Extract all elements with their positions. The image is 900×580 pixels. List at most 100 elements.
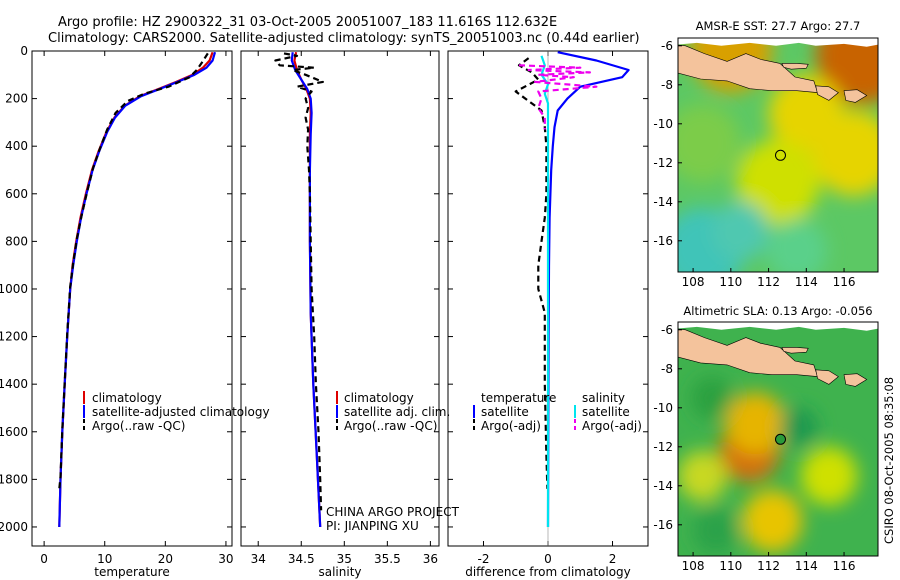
map-field xyxy=(678,38,878,272)
map-x-tick-label: 108 xyxy=(682,559,705,573)
x-tick-label: -2 xyxy=(477,552,489,566)
map-patch xyxy=(725,392,786,455)
legend-title-temperature: temperature xyxy=(481,391,556,405)
temperature-legend: climatology satellite-adjusted climatolo… xyxy=(83,391,270,433)
map-y-tick-label: -16 xyxy=(653,518,673,532)
y-tick-label: 2000 xyxy=(0,520,28,534)
salinity-panel: 34 34.5 35 35.5 36 salinity xyxy=(240,50,440,579)
legend-label-argo: Argo(..raw -QC) xyxy=(92,419,185,433)
map-y-tick-label: -8 xyxy=(661,362,673,376)
x-tick-label: 34.5 xyxy=(288,552,315,566)
map-y-tick-label: -14 xyxy=(653,479,673,493)
map-y-tick-label: -10 xyxy=(653,401,673,415)
y-tick-label: 0 xyxy=(20,44,28,58)
map-x-tick-label: 116 xyxy=(833,559,856,573)
argo-float-marker xyxy=(774,433,786,445)
csiro-credit: CSIRO 08-Oct-2005 08:35:08 xyxy=(882,377,896,544)
map-patch xyxy=(800,446,858,506)
map-y-tick-label: -12 xyxy=(653,440,673,454)
map-patch xyxy=(678,450,728,502)
map-y-tick-label: -12 xyxy=(653,156,673,170)
lombok-island xyxy=(843,89,868,103)
map-patch xyxy=(691,376,733,420)
madura-island xyxy=(781,63,809,70)
difference-legend: temperature salinity satellite Argo(-adj… xyxy=(473,391,642,433)
series-line-temperature-argo-adj- xyxy=(514,57,549,489)
map-x-tick-label: 114 xyxy=(795,559,818,573)
x-tick-label: 10 xyxy=(97,552,112,566)
plot-frame xyxy=(31,50,233,547)
map-patch xyxy=(693,507,739,555)
legend-label-satellite-adjusted: satellite-adjusted climatology xyxy=(92,405,270,419)
sst-map: 108 110 112 114 116 -6 -8 -10 -12 -14 -16 xyxy=(653,37,879,289)
x-tick-label: 35 xyxy=(337,552,352,566)
map-patch xyxy=(766,219,828,272)
legend-label-sal-satellite: satellite xyxy=(582,405,630,419)
map-frame xyxy=(677,321,879,557)
map-y-tick-label: -16 xyxy=(653,234,673,248)
x-tick-label: 36 xyxy=(423,552,438,566)
legend-label-temp-argo: Argo(-adj) xyxy=(481,419,541,433)
y-tick-label: 200 xyxy=(5,92,28,106)
y-tick-label: 1400 xyxy=(0,377,28,391)
x-tick-label: 30 xyxy=(218,552,233,566)
bali-island xyxy=(815,85,839,101)
header-line-1: Argo profile: HZ 2900322_31 03-Oct-2005 … xyxy=(58,15,557,30)
y-tick-label: 1000 xyxy=(0,282,28,296)
y-tick-label: 800 xyxy=(5,234,28,248)
map-x-tick-label: 110 xyxy=(719,559,742,573)
y-tick-label: 400 xyxy=(5,139,28,153)
temperature-panel: 0 10 20 30 0 200 400 600 800 1000 1200 1400 1600 1800… xyxy=(0,44,234,579)
y-tick-label: 1800 xyxy=(0,472,28,486)
legend-label-temp-satellite: satellite xyxy=(481,405,529,419)
x-axis-label: difference from climatology xyxy=(465,565,631,579)
map-y-tick-label: -10 xyxy=(653,117,673,131)
x-tick-label: 0 xyxy=(40,552,48,566)
map-patch xyxy=(678,104,741,183)
map-y-tick-label: -6 xyxy=(661,323,673,337)
series-line-salinity-argo-adj- xyxy=(518,64,598,130)
salinity-legend: climatology satellite adj. clim. Argo(..… xyxy=(326,391,460,533)
map-anomaly-field xyxy=(678,38,878,272)
map-patch xyxy=(779,407,818,447)
lombok-island xyxy=(843,373,868,387)
sla-map: 108 110 112 114 116 -6 -8 -10 -12 -14 -16 xyxy=(653,321,879,573)
y-tick-label: 600 xyxy=(5,187,28,201)
legend-label-climatology: climatology xyxy=(92,391,162,405)
x-tick-label: 35.5 xyxy=(374,552,401,566)
pi-annotation: PI: JIANPING XU xyxy=(326,519,419,533)
bali-island xyxy=(815,369,839,385)
map-x-tick-label: 112 xyxy=(757,559,780,573)
series-line-argo-raw-qc- xyxy=(274,52,324,511)
map-y-tick-label: -8 xyxy=(661,78,673,92)
x-axis-label: salinity xyxy=(318,565,361,579)
map-patch xyxy=(742,489,803,553)
sst-map-title: AMSR-E SST: 27.7 Argo: 27.7 xyxy=(696,19,861,33)
map-y-tick-label: -14 xyxy=(653,195,673,209)
plot-frame xyxy=(240,50,440,547)
map-x-tick-label: 108 xyxy=(682,275,705,289)
legend-title-salinity: salinity xyxy=(582,391,625,405)
x-tick-label: 0 xyxy=(544,552,552,566)
series-line-argo-raw-qc- xyxy=(58,52,209,490)
map-patch xyxy=(711,201,769,261)
y-tick-label: 1600 xyxy=(0,425,28,439)
legend-label-climatology: climatology xyxy=(344,391,414,405)
map-x-tick-label: 114 xyxy=(795,275,818,289)
map-patch xyxy=(811,110,878,196)
madura-island xyxy=(781,347,809,354)
map-field xyxy=(678,322,878,556)
header-line-2: Climatology: CARS2000. Satellite-adjuste… xyxy=(48,31,640,46)
argo-float-marker xyxy=(774,149,786,161)
map-anomaly-field xyxy=(678,376,858,555)
x-tick-label: 34 xyxy=(251,552,266,566)
map-x-tick-label: 116 xyxy=(833,275,856,289)
y-tick-label: 1200 xyxy=(0,330,28,344)
x-tick-label: 2 xyxy=(609,552,617,566)
map-x-tick-label: 112 xyxy=(757,275,780,289)
legend-label-sal-argo: Argo(-adj) xyxy=(582,419,642,433)
legend-label-satellite-adj: satellite adj. clim. xyxy=(344,405,450,419)
sla-map-title: Altimetric SLA: 0.13 Argo: -0.056 xyxy=(683,304,872,318)
